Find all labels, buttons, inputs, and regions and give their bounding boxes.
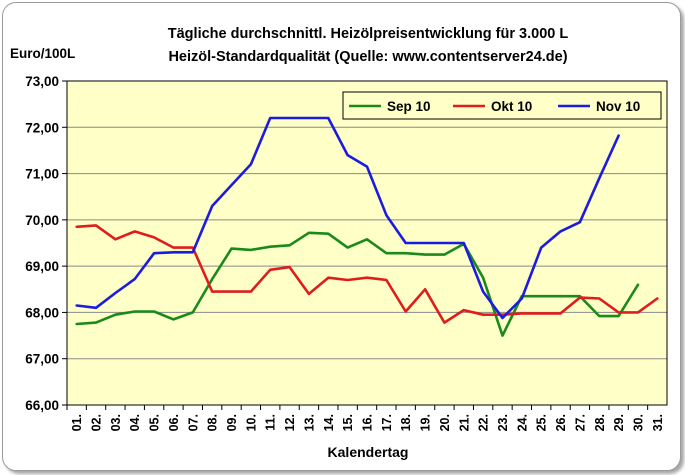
x-tick-label: 20.: [438, 414, 452, 431]
x-tick-labels: 01. 02. 03. 04. 05. 06. 07. 08. 09. 10. 11. 12. 13. 1…: [66, 405, 665, 431]
x-tick-label: 02.: [90, 414, 104, 431]
y-tick-label: 71,00: [25, 167, 59, 182]
x-tick-label: 13.: [302, 414, 316, 431]
x-tick-label: 17.: [380, 414, 394, 431]
series-layer: [75, 116, 659, 337]
x-tick-label: 30.: [631, 414, 645, 431]
y-tick-label: 70,00: [25, 213, 59, 228]
x-tick-label: 15.: [341, 414, 355, 431]
legend-box: [342, 91, 662, 120]
chart-title: Tägliche durchschnittl. Heizölpreisentwi…: [168, 26, 569, 42]
series-line-2: [75, 224, 659, 324]
x-tick-label: 04.: [128, 414, 142, 431]
y-tick-label: 69,00: [25, 259, 59, 274]
x-tick-label: 03.: [109, 414, 123, 431]
x-tick-label: 24.: [515, 414, 529, 431]
x-axis-label: Kalendertag: [328, 444, 409, 460]
y-axis-label: Euro/100L: [10, 46, 75, 61]
plot-border: [66, 80, 668, 406]
gridlines: [67, 126, 667, 360]
x-tick-label: 11.: [264, 414, 278, 431]
legend-label-2: Okt 10: [491, 99, 532, 114]
x-tick-label: 05.: [148, 414, 162, 431]
x-tick-label: 09.: [225, 414, 239, 431]
x-tick-label: 06.: [167, 414, 181, 431]
x-tick-label: 21.: [457, 414, 471, 431]
x-tick-label: 26.: [554, 414, 568, 431]
x-tick-label: 14.: [322, 414, 336, 431]
x-tick-label: 28.: [593, 414, 607, 431]
legend: Sep 10 Okt 10 Nov 10: [342, 91, 662, 120]
x-tick-label: 08.: [206, 414, 220, 431]
x-tick-label: 12.: [283, 414, 297, 431]
chart-subtitle: Heizöl-Standardqualität (Quelle: www.con…: [168, 49, 567, 65]
series-line-1: [75, 231, 640, 337]
x-tick-label: 10.: [244, 414, 258, 431]
x-tick-label: 23.: [496, 414, 510, 431]
plot-area: [67, 81, 667, 405]
x-tick-label: 18.: [399, 414, 413, 431]
y-tick-label: 67,00: [25, 352, 59, 367]
x-tick-label: 31.: [651, 414, 665, 431]
x-tick-label: 29.: [612, 414, 626, 431]
y-tick-labels: 66,00 67,00 68,00 69,00 70,00 71,00 72,00 73,00: [25, 74, 67, 413]
y-tick-label: 72,00: [25, 120, 59, 135]
series-line-3: [75, 116, 620, 320]
x-tick-label: 01.: [70, 414, 84, 431]
x-tick-label: 16.: [361, 414, 375, 431]
x-tick-label: 19.: [419, 414, 433, 431]
x-tick-label: 22.: [477, 414, 491, 431]
y-tick-label: 73,00: [25, 74, 59, 89]
legend-label-1: Sep 10: [387, 99, 431, 114]
x-tick-label: 25.: [535, 414, 549, 431]
legend-label-3: Nov 10: [596, 99, 640, 114]
y-tick-label: 66,00: [25, 398, 59, 413]
x-tick-label: 07.: [186, 414, 200, 431]
x-tick-label: 27.: [573, 414, 587, 431]
y-tick-label: 68,00: [25, 305, 59, 320]
